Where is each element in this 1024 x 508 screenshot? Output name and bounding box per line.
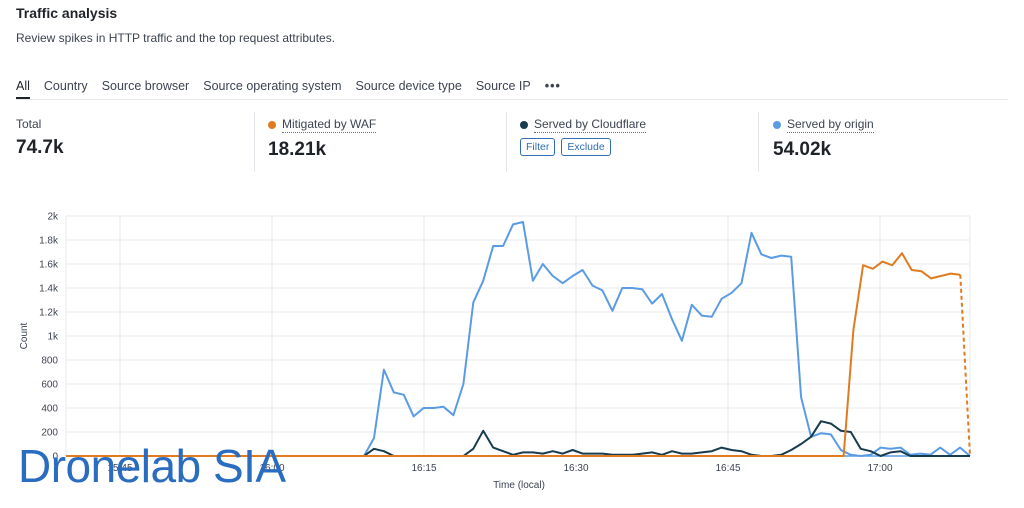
watermark-text: Dronelab SIA — [18, 440, 286, 492]
x-tick-label: 16:30 — [563, 463, 588, 474]
y-tick-label: 1.8k — [39, 236, 59, 247]
y-tick-label: 0 — [52, 452, 58, 463]
x-tick-label: 16:45 — [715, 463, 740, 474]
more-tabs-icon[interactable]: ••• — [544, 79, 561, 93]
stat-waf-label[interactable]: Mitigated by WAF — [282, 117, 377, 133]
stat-divider — [758, 112, 759, 172]
y-tick-label: 1.2k — [39, 308, 59, 319]
stat-cloudflare-label[interactable]: Served by Cloudflare — [534, 117, 647, 133]
stat-waf: Mitigated by WAF 18.21k — [268, 117, 377, 161]
stat-origin: Served by origin 54.02k — [773, 117, 874, 161]
filter-button[interactable]: Filter — [520, 138, 556, 156]
page-title: Traffic analysis — [16, 5, 118, 21]
waf-legend-dot-icon — [268, 121, 276, 129]
tab-country[interactable]: Country — [43, 79, 88, 93]
attribute-tabs: All Country Source browser Source operat… — [16, 79, 561, 99]
tab-source-browser[interactable]: Source browser — [101, 79, 190, 93]
y-tick-label: 400 — [41, 404, 58, 415]
tab-source-operating-system[interactable]: Source operating system — [203, 79, 342, 93]
traffic-chart: 0 200 400 600 800 1k 1.2k 1.4k 1.6k 1.8k 2k 15:45 16… — [19, 212, 971, 491]
stat-waf-value: 18.21k — [268, 139, 327, 160]
y-tick-label: 2k — [47, 212, 59, 223]
series-dashed-tail-mitigated-by-waf — [959, 274, 971, 457]
page-subtitle: Review spikes in HTTP traffic and the to… — [16, 31, 336, 45]
tab-source-device-type[interactable]: Source device type — [355, 79, 462, 93]
series-line-mitigated-by-waf — [66, 252, 961, 457]
exclude-button[interactable]: Exclude — [561, 138, 611, 156]
x-tick-label: 15:45 — [107, 463, 132, 474]
stat-cloudflare: Served by Cloudflare Filter Exclude — [520, 117, 647, 156]
y-tick-label: 1.4k — [39, 284, 59, 295]
stat-origin-value: 54.02k — [773, 139, 832, 160]
tabs-divider — [16, 99, 1008, 100]
y-axis-title: Count — [19, 322, 30, 349]
stat-divider — [254, 112, 255, 172]
cloudflare-legend-dot-icon — [520, 121, 528, 129]
x-axis-title: Time (local) — [493, 480, 545, 491]
x-tick-label: 16:00 — [259, 463, 284, 474]
y-tick-label: 800 — [41, 356, 58, 367]
tab-source-ip[interactable]: Source IP — [475, 79, 531, 93]
y-tick-label: 600 — [41, 380, 58, 391]
y-tick-label: 200 — [41, 428, 58, 439]
tab-all[interactable]: All — [16, 79, 30, 99]
x-tick-label: 17:00 — [867, 463, 892, 474]
series-line-served-by-origin — [66, 221, 971, 457]
stat-total: Total 74.7k — [16, 117, 64, 159]
stat-divider — [506, 112, 507, 172]
stat-origin-label[interactable]: Served by origin — [787, 117, 874, 133]
x-tick-label: 16:15 — [411, 463, 436, 474]
y-tick-label: 1.6k — [39, 260, 59, 271]
y-tick-label: 1k — [47, 332, 59, 343]
stat-total-label: Total — [16, 117, 42, 131]
stat-total-value: 74.7k — [16, 137, 64, 158]
origin-legend-dot-icon — [773, 121, 781, 129]
